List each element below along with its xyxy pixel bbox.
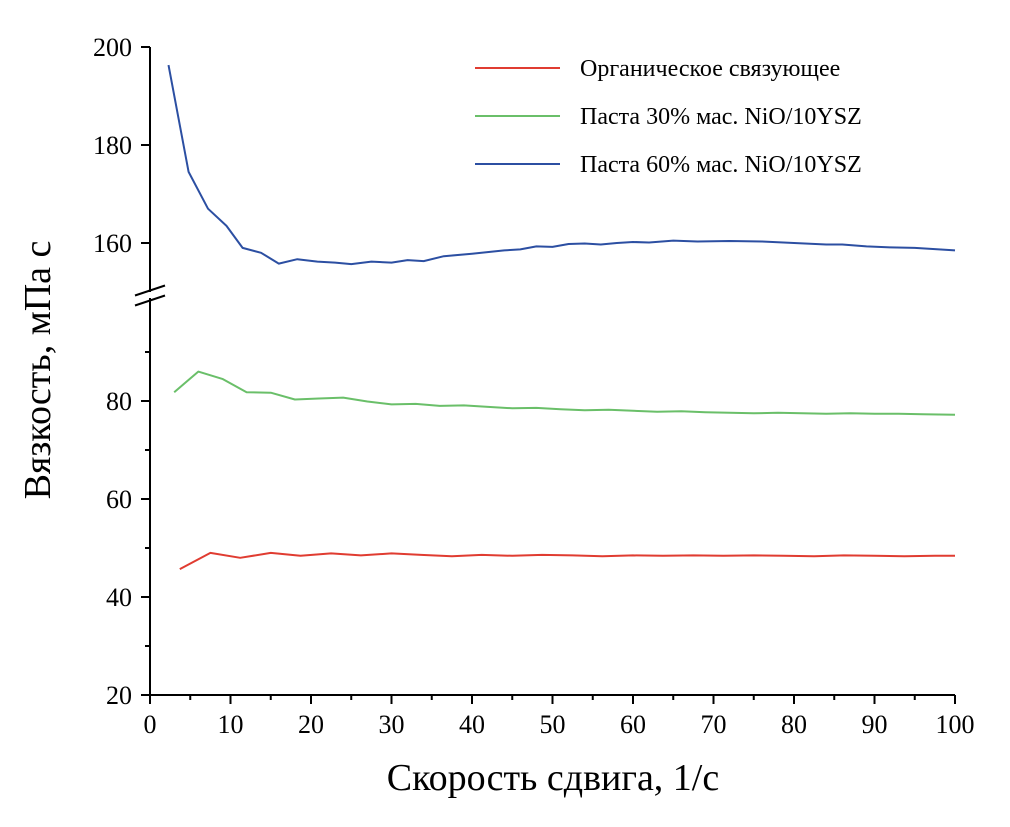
y-tick-label: 160 bbox=[93, 229, 132, 258]
x-tick-label: 80 bbox=[781, 710, 807, 739]
y-axis-title: Вязкость, мПа с bbox=[17, 241, 59, 500]
x-tick-label: 60 bbox=[620, 710, 646, 739]
series-line-2 bbox=[173, 370, 956, 416]
plot-area bbox=[167, 64, 956, 570]
axis-break-stroke bbox=[134, 294, 166, 307]
series-line-1 bbox=[179, 551, 955, 570]
x-tick-label: 30 bbox=[379, 710, 405, 739]
x-tick-label: 70 bbox=[701, 710, 727, 739]
x-tick-label: 90 bbox=[862, 710, 888, 739]
y-tick-label: 60 bbox=[106, 485, 132, 514]
x-tick-label: 20 bbox=[298, 710, 324, 739]
ticks: 0 10 20 30 40 50 60 70 80 90 100 20 40 60 80 160 180 200 bbox=[93, 33, 975, 739]
x-tick-label: 10 bbox=[218, 710, 244, 739]
x-tick-label: 0 bbox=[144, 710, 157, 739]
series-line-3 bbox=[167, 64, 956, 266]
legend: Органическое связующее Паста 30% мас. NiO… bbox=[475, 56, 862, 178]
y-tick-label: 200 bbox=[93, 33, 132, 62]
axes bbox=[134, 47, 955, 696]
legend-label-2: Паста 30% мас. NiO/10YSZ bbox=[580, 104, 862, 130]
y-tick-label: 180 bbox=[93, 131, 132, 160]
x-axis-title: Скорость сдвига, 1/с bbox=[387, 757, 719, 799]
y-tick-label: 40 bbox=[106, 583, 132, 612]
x-tick-label: 50 bbox=[540, 710, 566, 739]
y-tick-label: 20 bbox=[106, 681, 132, 710]
axis-break-stroke bbox=[134, 284, 166, 297]
x-tick-label: 100 bbox=[936, 710, 975, 739]
y-tick-label: 80 bbox=[106, 387, 132, 416]
x-tick-label: 40 bbox=[459, 710, 485, 739]
legend-label-3: Паста 60% мас. NiO/10YSZ bbox=[580, 152, 862, 178]
legend-label-1: Органическое связующее bbox=[580, 56, 840, 82]
axis-break-mark bbox=[134, 284, 166, 307]
